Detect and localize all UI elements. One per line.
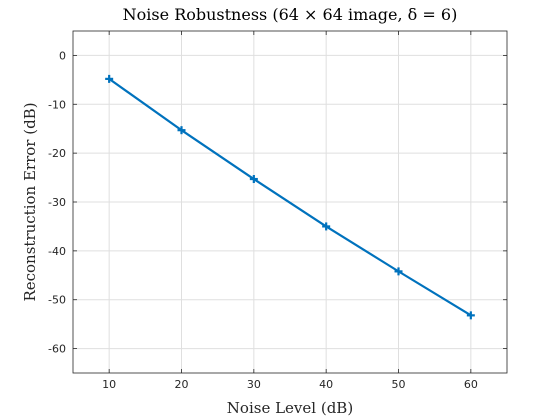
y-tick-label: -40 bbox=[48, 245, 66, 258]
x-tick-label: 20 bbox=[175, 378, 189, 391]
data-point-marker bbox=[394, 267, 403, 276]
x-tick-label: 60 bbox=[464, 378, 478, 391]
y-tick-label: -20 bbox=[48, 147, 66, 160]
series-line bbox=[108, 77, 472, 317]
y-tick-label: -60 bbox=[48, 343, 66, 356]
x-axis-label: Noise Level (dB) bbox=[227, 399, 353, 417]
y-tick-label: -50 bbox=[48, 294, 66, 307]
x-tick-label: 10 bbox=[102, 378, 116, 391]
y-tick-label: -10 bbox=[48, 98, 66, 111]
x-tick-label: 30 bbox=[247, 378, 261, 391]
axis-ticks: 10 20 30 40 50 60 0 -10 -20 -30 -40 -50 -60 bbox=[48, 31, 507, 391]
data-series bbox=[105, 74, 475, 320]
data-point-marker bbox=[466, 311, 475, 320]
data-point-marker bbox=[105, 74, 114, 83]
grid bbox=[73, 31, 507, 373]
x-tick-label: 40 bbox=[319, 378, 333, 391]
data-point-marker bbox=[322, 222, 331, 231]
data-point-marker bbox=[177, 126, 186, 135]
data-point-marker bbox=[249, 175, 258, 184]
x-tick-label: 50 bbox=[392, 378, 406, 391]
y-tick-label: -30 bbox=[48, 196, 66, 209]
chart-title: Noise Robustness (64 × 64 image, δ = 6) bbox=[123, 5, 458, 24]
y-tick-label: 0 bbox=[59, 49, 66, 62]
y-axis-label: Reconstruction Error (dB) bbox=[21, 102, 39, 301]
